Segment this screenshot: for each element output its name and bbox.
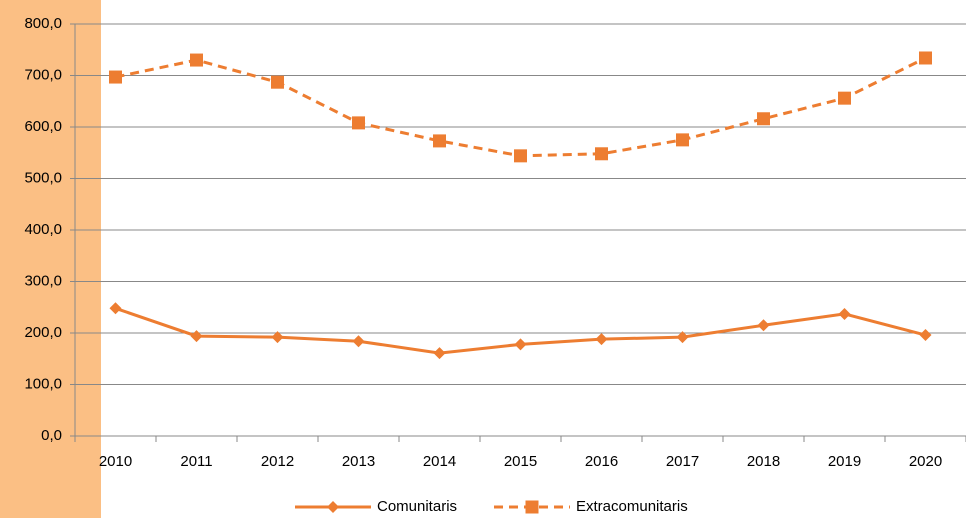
- data-point: [595, 147, 608, 161]
- data-point: [190, 53, 203, 67]
- x-tick-label: 2016: [585, 453, 618, 470]
- data-point: [271, 75, 284, 89]
- x-tick-label: 2019: [828, 453, 861, 470]
- legend-marker: [525, 500, 539, 514]
- x-tick-label: 2017: [666, 453, 699, 470]
- series-line: [115, 56, 927, 158]
- data-point: [271, 331, 284, 344]
- data-point: [433, 134, 446, 148]
- x-tick-label: 2020: [909, 453, 942, 470]
- y-tick-label: 100,0: [24, 375, 62, 392]
- x-tick-label: 2012: [261, 453, 294, 470]
- side-band: [0, 0, 101, 518]
- data-point: [514, 338, 527, 351]
- data-point: [919, 51, 932, 65]
- data-point: [757, 112, 770, 126]
- y-tick-label: 300,0: [24, 272, 62, 289]
- x-tick-label: 2015: [504, 453, 537, 470]
- y-tick-label: 800,0: [24, 15, 62, 32]
- x-tick-label: 2013: [342, 453, 375, 470]
- y-tick-label: 500,0: [24, 169, 62, 186]
- x-tick-label: 2014: [423, 453, 456, 470]
- x-tick-label: 2018: [747, 453, 780, 470]
- y-tick-label: 200,0: [24, 324, 62, 341]
- y-tick-label: 600,0: [24, 118, 62, 135]
- data-point: [595, 333, 608, 346]
- data-point: [676, 133, 689, 147]
- data-point: [514, 149, 527, 163]
- data-point: [838, 91, 851, 105]
- y-tick-label: 700,0: [24, 66, 62, 83]
- legend-label: Extracomunitaris: [576, 498, 688, 515]
- legend-marker: [327, 501, 339, 513]
- data-point: [433, 347, 446, 360]
- data-point: [190, 330, 203, 343]
- legend-label: Comunitaris: [377, 498, 457, 515]
- x-tick-label: 2010: [99, 453, 132, 470]
- data-point: [109, 302, 122, 315]
- data-point: [109, 70, 122, 84]
- y-tick-label: 0,0: [41, 427, 62, 444]
- data-point: [919, 329, 932, 342]
- data-point: [352, 335, 365, 348]
- data-point: [757, 319, 770, 332]
- data-point: [676, 331, 689, 344]
- x-tick-label: 2011: [180, 453, 212, 470]
- data-point: [838, 307, 851, 320]
- data-point: [352, 116, 365, 130]
- y-tick-label: 400,0: [24, 221, 62, 238]
